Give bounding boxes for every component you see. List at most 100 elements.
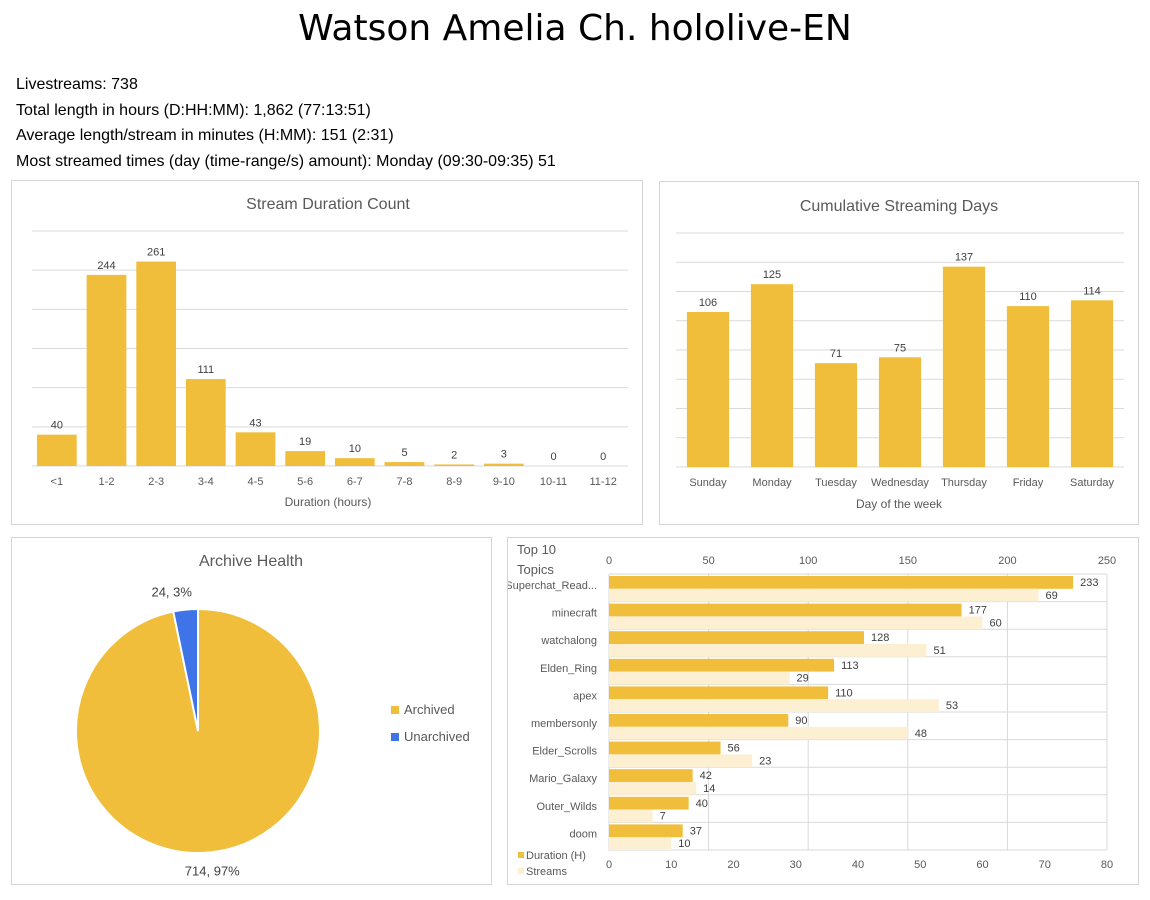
stat-livestreams: Livestreams: 738 [16,76,138,93]
bar-duration [609,603,962,617]
legend-swatch [518,852,524,858]
bar-streams [609,588,1039,602]
legend-label: Archived [404,702,455,717]
bar-Friday [1006,306,1050,467]
stat-average-length: Average length/stream in minutes (H:MM):… [16,127,394,144]
bar-streams [609,699,939,712]
chart-title: Cumulative Streaming Days [800,198,998,215]
tick-label: 80 [1101,859,1113,871]
bar-9-10 [483,463,524,466]
tick-label: Friday [1013,477,1044,489]
bar-duration [609,686,829,700]
data-label: 3 [501,449,507,461]
bar-duration [609,576,1074,589]
bar-duration [609,824,683,838]
topics-chart-panel: Top 10 Topics 0 50 100 150 200 250 0 10 20 30 40 50 60… [505,537,1139,885]
bar-streams [609,782,697,795]
bar-Wednesday [878,357,922,467]
legend-label: Streams [526,866,567,878]
tick-label: 7-8 [397,476,413,488]
chart-title: Archive Health [199,553,303,570]
tick-label: 70 [1039,859,1051,871]
tick-label: Monday [752,477,792,489]
bar-Saturday [1070,300,1114,467]
days-chart: Cumulative Streaming Days Day of the wee… [676,198,1124,511]
data-label: 29 [797,673,809,685]
bar-duration [609,631,864,644]
bar-duration [609,796,689,810]
category-label: Elder_Scrolls [532,746,597,758]
bar-duration [609,658,835,672]
data-label: 71 [830,348,842,360]
bar-Monday [750,284,794,467]
data-label: 42 [700,770,712,782]
archive-chart: Archive Health 714, 97% 24, 3% Archived Una… [75,553,470,878]
data-label: 48 [915,728,927,740]
bar-2-3 [136,261,177,466]
bar-Sunday [686,311,730,467]
tick-label: 9-10 [493,476,515,488]
category-label: watchalong [540,635,597,647]
bar-duration [609,769,693,782]
data-label: 56 [728,743,740,755]
bar-streams [609,837,672,850]
data-label: 19 [299,436,311,448]
data-label: 10 [349,443,361,455]
tick-label: 0 [606,859,612,871]
tick-label: 0 [606,555,612,567]
tick-label: 150 [899,555,917,567]
stat-total-length: Total length in hours (D:HH:MM): 1,862 (… [16,101,371,119]
tick-label: 10-11 [540,476,567,488]
bar-Thursday [942,266,986,467]
legend-swatch [391,733,399,741]
tick-label: 30 [790,859,802,871]
data-label: 110 [1019,291,1037,303]
tick-label: Thursday [941,477,987,489]
bar-8-9 [434,464,475,466]
tick-label: 11-12 [590,476,617,488]
tick-label: 4-5 [248,476,264,488]
tick-label: 5-6 [297,476,313,488]
data-label: 0 [550,451,556,463]
category-label: doom [569,828,597,840]
bar-streams [609,671,790,685]
tick-label: 60 [976,859,988,871]
data-label: 114 [1083,285,1101,297]
category-label: Elden_Ring [540,663,597,675]
legend-swatch [518,868,524,874]
bar-streams [609,616,983,630]
stat-most-streamed: Most streamed times (day (time-range/s) … [16,152,556,170]
duration-chart: Stream Duration Count Duration (hours) 4… [32,196,628,509]
category-label: membersonly [531,718,598,730]
data-label: 137 [955,252,973,264]
tick-label: 20 [727,859,739,871]
x-axis-label: Day of the week [856,497,943,511]
tick-label: 3-4 [198,476,214,488]
data-label: 233 [1080,577,1098,589]
data-label: 75 [894,342,906,354]
tick-label: 250 [1098,555,1116,567]
tick-label: Wednesday [871,477,929,489]
bar-5-6 [285,451,326,466]
data-label: 110 [835,687,853,699]
tick-label: Tuesday [815,477,857,489]
tick-label: Saturday [1070,477,1115,489]
data-label: 40 [696,798,708,810]
data-label: 2 [451,449,457,461]
data-label: 90 [795,715,807,727]
data-label: 244 [97,260,115,272]
chart-title: Topics [517,562,554,577]
tick-label: 50 [702,555,714,567]
stats-block: Livestreams: 738 Total length in hours (… [16,72,556,174]
data-label: 5 [401,447,407,459]
tick-label: Sunday [689,477,727,489]
category-label: Outer_Wilds [536,801,597,813]
bar-6-7 [334,458,375,466]
data-label: 24, 3% [151,585,192,600]
bar-1-2 [86,274,127,466]
archive-chart-panel: Archive Health 714, 97% 24, 3% Archived Una… [11,537,492,885]
data-label: 23 [759,755,771,767]
tick-label: 50 [914,859,926,871]
data-label: 714, 97% [185,863,240,878]
data-label: 128 [871,632,889,644]
